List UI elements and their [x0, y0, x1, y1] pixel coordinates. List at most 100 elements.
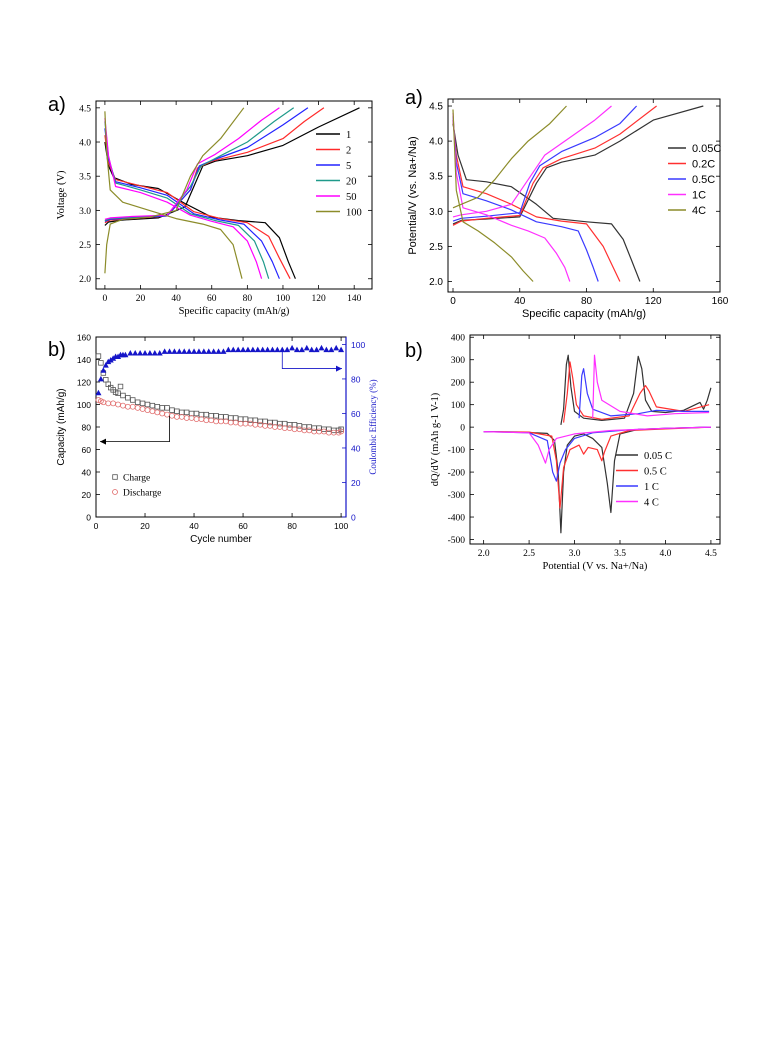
y2-tick-label: 40 — [351, 443, 361, 453]
efficiency-point — [298, 346, 305, 353]
discharge-point — [301, 427, 308, 434]
y-axis-label: Capacity (mAh/g) — [56, 388, 67, 465]
x-tick-label: 20 — [140, 521, 150, 531]
series-line-0.5C-charge — [452, 105, 638, 222]
efficiency-point — [259, 346, 266, 353]
y-tick-label: 400 — [451, 334, 466, 344]
efficiency-point — [318, 344, 325, 351]
efficiency-point — [181, 348, 188, 354]
series-line-1C-0 — [483, 426, 711, 482]
series-line-100-charge — [104, 107, 245, 274]
efficiency-point — [328, 346, 335, 353]
arrow-head — [100, 438, 106, 445]
series-line-0.05C-charge — [452, 105, 704, 225]
efficiency-point — [333, 344, 340, 351]
x-tick-label: 80 — [581, 296, 593, 307]
efficiency-point — [264, 346, 271, 353]
y-tick-label: -100 — [448, 446, 466, 456]
series-line-4C-discharge — [452, 109, 534, 282]
y-tick-label: 0 — [86, 513, 91, 523]
x-tick-label: 40 — [189, 521, 199, 531]
legend-label: Discharge — [123, 489, 161, 499]
legend-label: 0.2C — [692, 159, 715, 171]
efficiency-point — [122, 351, 129, 358]
discharge-point — [272, 424, 278, 430]
efficiency-point — [97, 375, 104, 382]
y-tick-label: 200 — [451, 379, 466, 389]
x-tick-label: 2.0 — [478, 549, 490, 559]
discharge-point — [257, 421, 264, 428]
x-tick-label: 4.0 — [660, 549, 672, 559]
legend: 0.05C 0.2C 0.5C 1C 4C — [668, 143, 721, 217]
charge-point — [159, 405, 165, 411]
x-tick-label: 40 — [514, 296, 526, 307]
efficiency-point — [225, 346, 232, 353]
discharge-point — [203, 417, 210, 424]
charge-point — [117, 383, 124, 390]
discharge-point — [173, 413, 180, 420]
efficiency-axis-arrow — [281, 347, 342, 369]
charge-point — [174, 408, 180, 414]
x-axis-label: Cycle number — [190, 534, 252, 545]
x-tick-label: 120 — [645, 296, 662, 307]
chart-3: 2.0 2.5 3.0 3.5 4.0 4.5 -500 -400 -300 -200 -100 0 1… — [405, 334, 721, 572]
efficiency-point — [105, 358, 112, 365]
series-line-2-charge — [104, 107, 325, 224]
y-tick-label: 4.0 — [79, 139, 91, 149]
efficiency-point — [176, 348, 183, 354]
efficiency-point — [191, 348, 198, 354]
x-axis-label: Specific capacity (mAh/g) — [179, 306, 290, 317]
y-tick-label: -500 — [448, 536, 466, 546]
efficiency-point — [289, 344, 296, 351]
series-line-100-discharge — [104, 111, 243, 279]
y2-axis-label: Coulombic Efficiency (%) — [368, 379, 378, 474]
y2-tick-label: 20 — [351, 478, 361, 488]
legend-swatch — [112, 474, 118, 480]
charge-point — [95, 353, 102, 359]
efficiency-point — [249, 346, 256, 353]
x-tick-label: 100 — [276, 294, 291, 304]
discharge-point — [316, 428, 322, 435]
legend-label: 5 — [346, 161, 351, 172]
discharge-point — [105, 400, 112, 407]
efficiency-point — [95, 389, 102, 396]
discharge-point — [218, 418, 224, 425]
discharge-point — [198, 416, 205, 423]
efficiency-point — [205, 348, 212, 354]
y-tick-label: -300 — [448, 491, 466, 501]
y2-tick-label: 100 — [351, 340, 365, 350]
discharge-point — [237, 420, 244, 427]
legend-label: 2 — [346, 146, 351, 157]
discharge-point — [286, 425, 293, 432]
efficiency-point — [156, 350, 163, 356]
y-tick-label: 140 — [77, 355, 91, 365]
discharge-point — [159, 410, 166, 417]
discharge-point — [232, 419, 239, 426]
panel-label: b) — [48, 339, 66, 361]
discharge-point — [149, 408, 156, 415]
efficiency-point — [220, 348, 227, 354]
charge-point — [183, 409, 190, 416]
efficiency-point — [215, 348, 222, 354]
efficiency-point — [132, 350, 139, 356]
x-tick-label: 0 — [94, 521, 99, 531]
series-line-0.2C-discharge — [452, 120, 621, 282]
discharge-point — [188, 415, 195, 421]
y-tick-label: 300 — [451, 356, 466, 366]
discharge-point — [338, 428, 344, 435]
efficiency-point — [200, 348, 207, 354]
x-tick-label: 120 — [311, 294, 326, 304]
series-line-2-discharge — [104, 135, 291, 279]
discharge-point — [169, 412, 175, 419]
charge-point — [193, 410, 200, 417]
y-tick-label: 60 — [82, 445, 92, 455]
legend-label: Charge — [123, 474, 150, 484]
efficiency-point — [244, 346, 251, 353]
efficiency-point — [102, 362, 109, 368]
efficiency-point — [293, 346, 300, 353]
y-axis-label: dQ/dV (mAh g-1 V-1) — [430, 392, 441, 486]
y-tick-label: 3.5 — [429, 172, 443, 183]
series-line-20-charge — [104, 107, 295, 222]
x-tick-label: 60 — [238, 521, 248, 531]
